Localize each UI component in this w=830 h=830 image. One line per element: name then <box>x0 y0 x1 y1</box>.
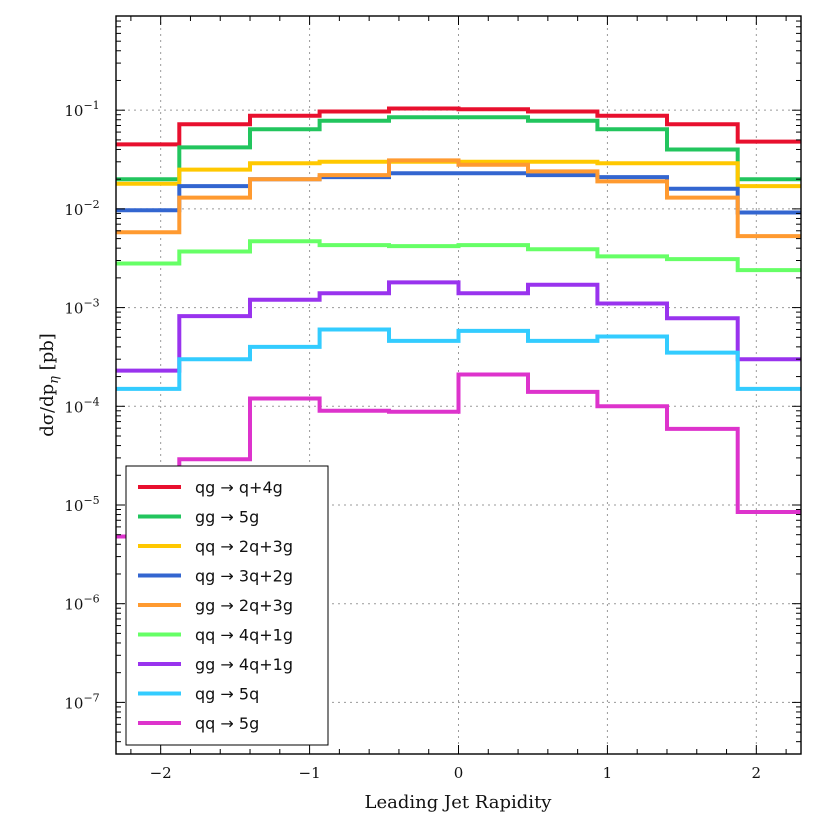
y-tick-label: 10−4 <box>64 395 99 416</box>
x-tick-label: 1 <box>603 764 613 782</box>
series-lines <box>116 106 801 539</box>
y-tick-label-base: 10 <box>64 497 83 515</box>
series-line-5 <box>116 158 801 239</box>
x-tick-label: 0 <box>454 764 464 782</box>
series-line-7 <box>116 280 801 373</box>
series-line-1 <box>116 106 801 147</box>
y-axis-title-unit: [pb] <box>37 333 58 376</box>
x-tick-label: −2 <box>150 764 172 782</box>
y-tick-label: 10−6 <box>64 593 99 614</box>
y-axis-title-sub: η <box>47 376 62 384</box>
y-tick-label: 10−3 <box>64 297 99 318</box>
series-line-9 <box>116 372 801 539</box>
x-axis-title: Leading Jet Rapidity <box>365 792 553 813</box>
y-axis-title: dσ/dpη [pb] <box>37 333 62 437</box>
series-line-6 <box>116 239 801 273</box>
tick-labels: −2 −1 0 1 210−110−210−310−410−510−610−7 <box>64 99 761 782</box>
y-tick-label-exponent: −5 <box>83 494 99 507</box>
y-tick-label-exponent: −2 <box>83 198 99 211</box>
y-tick-label: 10−1 <box>64 99 99 120</box>
y-axis-title-main: dσ/dp <box>37 384 58 437</box>
y-tick-label-base: 10 <box>64 102 83 120</box>
y-tick-label-exponent: −1 <box>83 99 99 112</box>
y-tick-label: 10−7 <box>64 691 99 712</box>
series-line-8 <box>116 327 801 391</box>
y-tick-label-exponent: −3 <box>83 297 99 310</box>
axis-ticks <box>116 15 801 755</box>
x-tick-label: 2 <box>752 764 762 782</box>
y-tick-label-base: 10 <box>64 300 83 318</box>
legend: qg → q+4g gg → 5g qq → 2q+3g qg → 3q+2g gg →… <box>125 465 329 746</box>
series-line-2 <box>116 115 801 182</box>
legend-label: qq → 5g <box>195 714 259 733</box>
legend-label: qq → 2q+3g <box>195 537 293 556</box>
legend-label: qg → 3q+2g <box>195 567 293 586</box>
y-tick-label: 10−2 <box>64 198 99 219</box>
legend-label: qg → q+4g <box>195 478 283 497</box>
legend-label: gg → 4q+1g <box>195 655 293 674</box>
grid-lines <box>116 16 801 754</box>
legend-label: qq → 4q+1g <box>195 626 293 645</box>
y-tick-label-exponent: −6 <box>83 593 99 606</box>
legend-label: gg → 5g <box>195 508 259 527</box>
x-tick-label: −1 <box>299 764 321 782</box>
legend-label: qg → 5q <box>195 685 259 704</box>
y-tick-label-base: 10 <box>64 694 83 712</box>
y-tick-label-base: 10 <box>64 201 83 219</box>
legend-label: gg → 2q+3g <box>195 596 293 615</box>
y-tick-label-exponent: −7 <box>83 691 99 704</box>
y-tick-label-base: 10 <box>64 398 83 416</box>
y-tick-label-base: 10 <box>64 596 83 614</box>
y-tick-label: 10−5 <box>64 494 99 515</box>
y-tick-label-exponent: −4 <box>83 395 99 408</box>
